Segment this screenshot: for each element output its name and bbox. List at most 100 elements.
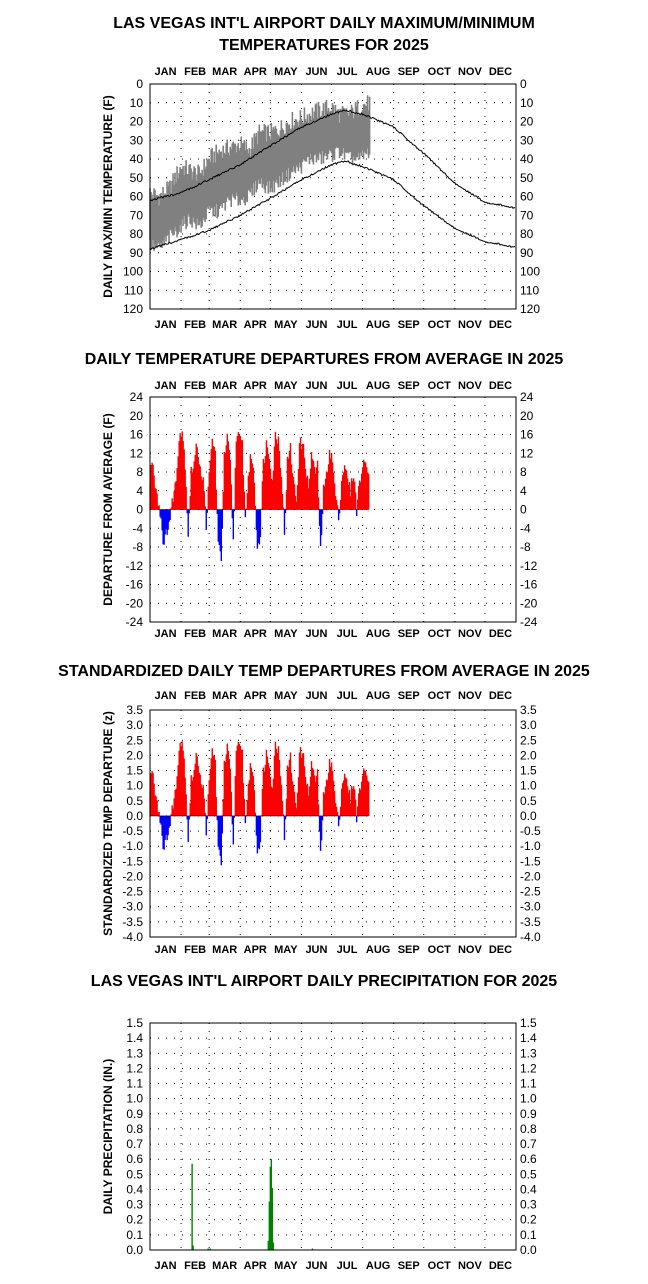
standardized-bar — [201, 788, 203, 816]
departures-bar — [297, 468, 300, 510]
standardized-bar — [265, 749, 268, 816]
departures-month-label-top: SEP — [398, 380, 420, 392]
standardized-month-label-bottom: NOV — [458, 944, 483, 956]
standardized-bar — [247, 783, 250, 816]
departures-bar — [364, 462, 367, 510]
departures-bar — [362, 459, 365, 510]
departures-bar — [237, 432, 240, 510]
precip-ytick-right: 0.5 — [520, 1167, 537, 1181]
departures-bar — [353, 481, 356, 510]
precip-bar — [270, 1159, 273, 1250]
departures-title-line: DAILY TEMPERATURE DEPARTURES FROM AVERAG… — [85, 351, 564, 368]
temps-month-label-top: NOV — [458, 66, 483, 78]
temps-month-label-bottom: JAN — [155, 319, 177, 331]
departures-bar — [358, 480, 361, 510]
departures-bar — [309, 468, 312, 510]
temps-month-label-top: JUL — [337, 66, 358, 78]
departures-bar — [322, 484, 325, 510]
standardized-month-label-top: JUN — [305, 690, 327, 702]
standardized-bar — [266, 756, 269, 816]
departures-bar — [214, 450, 216, 510]
departures-bar — [193, 461, 195, 510]
precip-ytick-right: 1.3 — [520, 1046, 537, 1060]
departures-ytick-left: 8 — [136, 465, 143, 479]
standardized-bar — [351, 788, 354, 816]
standardized-ytick-left: 1.5 — [126, 764, 143, 778]
departures-bar — [207, 486, 209, 510]
departures-bar — [220, 509, 222, 562]
departures-bar — [189, 496, 191, 510]
departures-bar — [251, 463, 254, 510]
departures-bar — [292, 477, 295, 510]
departures-bar — [181, 431, 183, 510]
precip-bar — [209, 1248, 211, 1250]
precip-ytick-right: 0.9 — [520, 1107, 537, 1121]
departures-bar — [161, 509, 163, 531]
precip-grid — [150, 1023, 516, 1250]
departures-bar — [346, 478, 349, 510]
departures-ytick-left: 4 — [136, 484, 143, 498]
departures-bar — [172, 501, 174, 510]
departures-bar — [319, 509, 322, 547]
departures-bar — [200, 476, 202, 510]
departures-month-label-bottom: JUL — [337, 628, 358, 640]
temps-month-label-top: JUN — [305, 66, 327, 78]
temps-title-line: LAS VEGAS INT'L AIRPORT DAILY MAXIMUM/MI… — [113, 15, 535, 32]
standardized-bar — [186, 815, 188, 820]
precip-plot-border — [149, 1022, 517, 1251]
precip-bar — [191, 1163, 193, 1250]
precip-ytick-left: 1.0 — [126, 1092, 143, 1106]
standardized-bar — [241, 749, 244, 816]
departures-bar — [150, 465, 152, 510]
temps-ytick-left: 90 — [130, 246, 144, 260]
standardized-bar — [176, 776, 178, 816]
temps-month-label-bottom: FEB — [184, 319, 206, 331]
departures-ytick-left: -16 — [126, 578, 144, 592]
departures-bar — [168, 509, 170, 522]
departures-bar — [218, 509, 220, 545]
standardized-bar — [329, 767, 332, 816]
standardized-bar — [224, 762, 227, 816]
standardized-bar — [253, 790, 256, 816]
departures-bar — [195, 443, 197, 510]
departures-bar — [287, 458, 290, 510]
departures-bar — [247, 475, 250, 510]
standardized-month-label-top: AUG — [366, 690, 390, 702]
departures-bar — [253, 482, 256, 510]
departures-bar — [348, 482, 351, 510]
standardized-bar — [161, 815, 163, 836]
standardized-bar — [346, 786, 349, 816]
standardized-month-label-top: MAY — [274, 690, 298, 702]
departures-bar — [323, 486, 326, 510]
departures-bar — [165, 509, 167, 530]
standardized-ytick-right: -2.5 — [520, 885, 541, 899]
departures-month-label-top: NOV — [458, 380, 483, 392]
departures-bars — [149, 431, 370, 562]
departures-bar — [224, 453, 227, 510]
standardized-bar — [254, 812, 257, 816]
departures-bar — [177, 456, 179, 510]
departures-bar — [291, 473, 294, 510]
standardized-bar — [236, 745, 239, 816]
standardized-bar — [338, 815, 341, 820]
standardized-ytick-left: -3.0 — [122, 900, 143, 914]
standardized-bar — [184, 777, 186, 816]
departures-bar — [257, 509, 260, 543]
temps-ytick-right: 110 — [520, 283, 539, 297]
departures-bar — [274, 431, 277, 510]
standardized-ytick-right: -1.5 — [520, 854, 541, 868]
departures-plot-border — [149, 396, 517, 623]
standardized-bar — [298, 752, 301, 816]
precip-bar — [268, 1201, 271, 1250]
standardized-plot-area — [150, 710, 516, 937]
departures-bar — [286, 456, 289, 510]
standardized-bar — [303, 766, 306, 816]
precip-ytick-right: 1.4 — [520, 1031, 537, 1045]
temps-month-label-top: JAN — [155, 66, 177, 78]
departures-bar — [299, 437, 302, 510]
departures-bar — [288, 450, 291, 510]
standardized-bar — [301, 753, 304, 816]
departures-ytick-left: -20 — [126, 596, 144, 610]
temps-ytick-right: 30 — [520, 133, 534, 147]
